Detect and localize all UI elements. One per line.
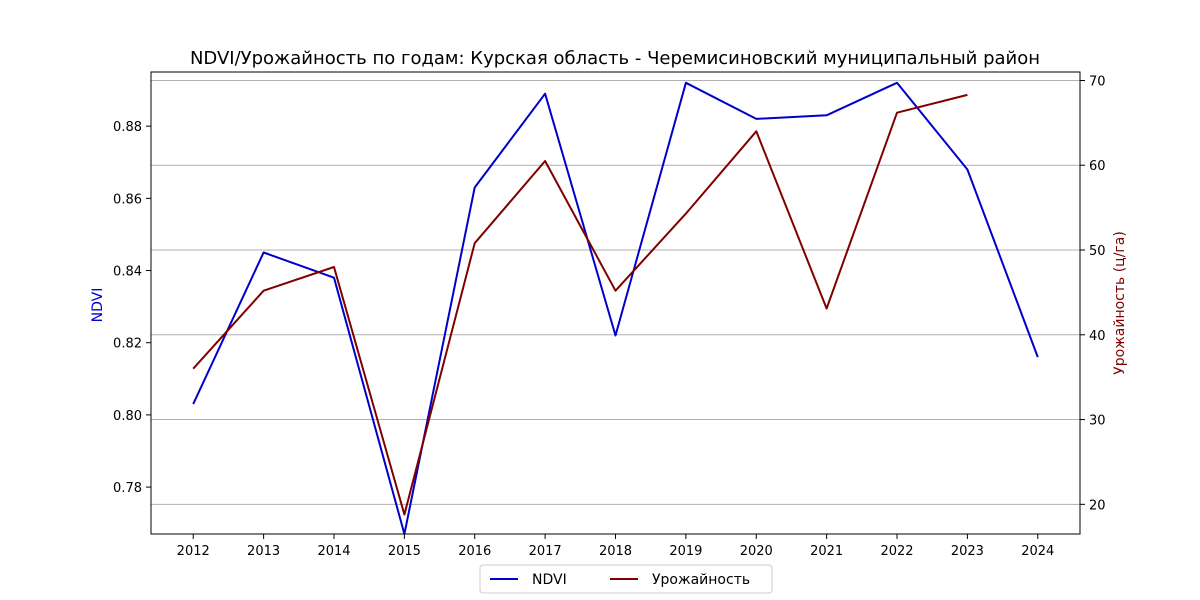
x-tick-label: 2022 — [880, 544, 913, 559]
y-left-axis: 0.78 0.80 0.82 0.84 0.86 0.88 — [113, 120, 151, 496]
y-left-tick-label: 0.78 — [113, 481, 142, 496]
x-tick-label: 2024 — [1021, 544, 1054, 559]
plot-frame — [150, 71, 1081, 535]
x-tick-label: 2016 — [458, 544, 491, 559]
y-right-axis: 20 30 40 50 60 70 — [1080, 74, 1106, 513]
series-line-ndvi — [192, 81, 1039, 535]
y-left-tick-label: 0.80 — [113, 409, 142, 424]
y-right-tick-label: 30 — [1089, 414, 1106, 429]
plot-lines — [192, 81, 1039, 535]
x-tick-label: 2012 — [177, 544, 210, 559]
x-tick-label: 2018 — [599, 544, 632, 559]
legend: NDVI Урожайность — [479, 564, 773, 594]
legend-label-ndvi: NDVI — [532, 572, 567, 588]
legend-label-yield: Урожайность — [652, 572, 750, 588]
x-tick-label: 2015 — [388, 544, 421, 559]
x-axis: 2012 2013 2014 2015 2016 2017 2018 2019 2020 2021… — [177, 534, 1054, 559]
y-right-tick-label: 70 — [1089, 74, 1106, 89]
series-line-yield — [192, 93, 968, 516]
grid — [151, 79, 1080, 505]
x-tick-label: 2017 — [529, 544, 562, 559]
y-left-tick-label: 0.84 — [113, 265, 142, 280]
x-tick-label: 2013 — [247, 544, 280, 559]
x-tick-label: 2021 — [810, 544, 843, 559]
y-right-axis-label: Урожайность (ц/га) — [1112, 231, 1128, 375]
x-tick-label: 2014 — [317, 544, 350, 559]
x-tick-label: 2020 — [740, 544, 773, 559]
y-right-tick-label: 60 — [1089, 159, 1106, 174]
y-left-tick-label: 0.82 — [113, 337, 142, 352]
x-tick-label: 2023 — [951, 544, 984, 559]
y-right-tick-label: 20 — [1089, 498, 1106, 513]
chart-title: NDVI/Урожайность по годам: Курская облас… — [190, 48, 1040, 69]
y-left-tick-label: 0.88 — [113, 120, 142, 135]
x-tick-label: 2019 — [669, 544, 702, 559]
y-right-tick-label: 50 — [1089, 244, 1106, 259]
y-left-tick-label: 0.86 — [113, 192, 142, 207]
y-left-axis-label: NDVI — [90, 288, 106, 323]
y-right-tick-label: 40 — [1089, 329, 1106, 344]
